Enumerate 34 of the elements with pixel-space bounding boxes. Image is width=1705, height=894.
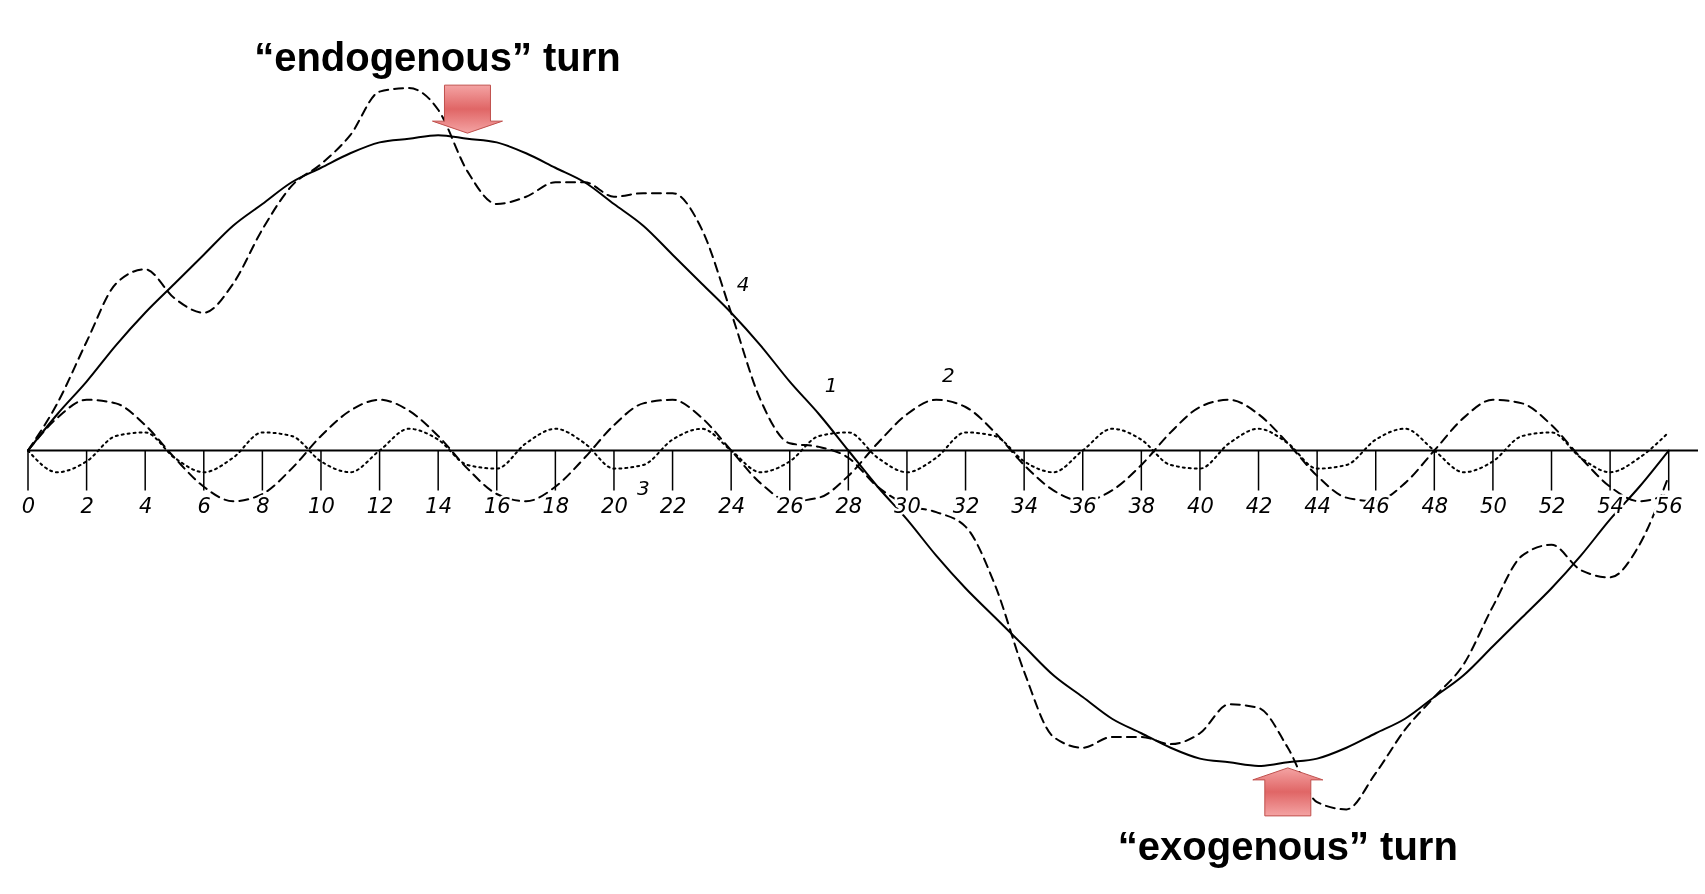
x-tick-label: 24 [718, 494, 746, 519]
x-tick-label: 26 [776, 494, 804, 519]
x-tick-label: 22 [659, 494, 687, 519]
x-tick-label: 56 [1655, 494, 1683, 519]
x-tick-label: 0 [21, 494, 36, 519]
series-label: 3 [636, 476, 650, 500]
x-tick-label: 54 [1597, 494, 1624, 519]
x-tick-label: 38 [1128, 494, 1156, 519]
x-tick-label: 36 [1069, 494, 1097, 519]
x-tick-label: 18 [542, 494, 570, 519]
x-tick-label: 42 [1245, 494, 1273, 519]
series-label: 2 [941, 362, 955, 387]
x-tick-label: 48 [1421, 494, 1449, 519]
x-tick-label: 40 [1187, 494, 1214, 519]
x-tick-label: 52 [1538, 494, 1566, 519]
x-tick-label: 10 [308, 494, 335, 519]
series-label: 1 [824, 373, 838, 398]
series-label: 4 [736, 271, 750, 296]
x-tick-label: 28 [835, 494, 863, 519]
x-tick-label: 6 [197, 494, 211, 519]
x-tick-label: 8 [256, 494, 270, 519]
x-tick-label: 12 [366, 494, 394, 519]
x-tick-label: 32 [952, 494, 980, 519]
x-tick-label: 4 [139, 494, 153, 519]
x-tick-label: 16 [483, 494, 511, 519]
x-tick-label: 44 [1304, 494, 1331, 519]
x-tick-label: 14 [425, 494, 453, 519]
x-tick-label: 50 [1480, 494, 1507, 519]
x-tick-label: 2 [80, 494, 94, 519]
annotation: “exogenous” turn [1117, 823, 1458, 868]
x-tick-label: 34 [1011, 494, 1039, 519]
annotation: “endogenous” turn [254, 35, 621, 80]
x-tick-label: 46 [1362, 494, 1390, 519]
x-tick-label: 20 [601, 494, 628, 519]
